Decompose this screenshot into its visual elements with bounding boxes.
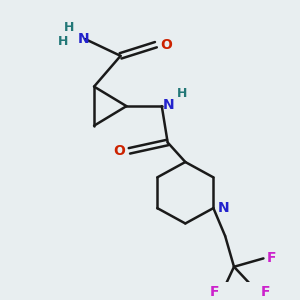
Text: O: O [160,38,172,52]
Text: O: O [113,144,125,158]
Text: F: F [210,285,219,299]
Text: N: N [218,201,230,215]
Text: H: H [58,35,68,48]
Text: H: H [64,21,74,34]
Text: H: H [177,87,187,100]
Text: F: F [260,285,270,299]
Text: N: N [78,32,90,46]
Text: N: N [163,98,175,112]
Text: F: F [266,251,276,266]
